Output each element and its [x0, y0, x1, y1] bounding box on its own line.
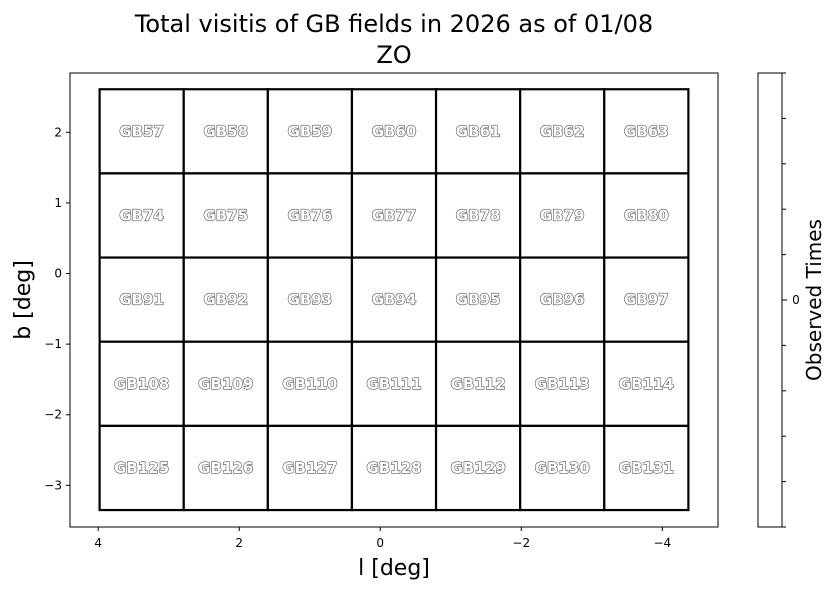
- field-label: GB79: [540, 206, 585, 224]
- x-tick-label: −4: [653, 536, 671, 550]
- field-label: GB59: [288, 122, 333, 140]
- x-axis-label: l [deg]: [358, 556, 430, 581]
- field-label: GB94: [372, 291, 417, 309]
- field-label: GB62: [540, 122, 585, 140]
- field-label: GB125: [114, 459, 169, 477]
- field-cell: [603, 340, 690, 427]
- x-tick-label: 2: [235, 536, 243, 550]
- chart-subtitle: ZO: [376, 41, 411, 69]
- field-label: GB108: [114, 375, 169, 393]
- field-label: GB97: [624, 291, 669, 309]
- field-label: GB74: [119, 206, 164, 224]
- y-tick-label: −3: [44, 478, 62, 492]
- field-label: GB129: [451, 459, 506, 477]
- field-label: GB95: [456, 291, 501, 309]
- field-cell: [98, 340, 185, 427]
- field-cell: [434, 88, 522, 175]
- field-label: GB75: [203, 206, 248, 224]
- field-label: GB57: [119, 122, 164, 140]
- field-label: GB92: [203, 291, 248, 309]
- chart-title: Total visitis of GB fields in 2026 as of…: [134, 10, 653, 38]
- y-tick-label: 2: [54, 125, 62, 139]
- field-label: GB63: [624, 122, 669, 140]
- field-label: GB111: [366, 375, 421, 393]
- field-cell: [434, 424, 522, 512]
- x-tick-label: 0: [376, 536, 384, 550]
- field-cell: [98, 88, 185, 175]
- field-label: GB130: [535, 459, 590, 477]
- field-label: GB77: [372, 206, 417, 224]
- field-label: GB113: [535, 375, 590, 393]
- field-cell: [434, 340, 522, 427]
- field-label: GB127: [282, 459, 337, 477]
- field-cell: [519, 256, 606, 343]
- field-cell: [519, 340, 606, 427]
- field-label: GB112: [451, 375, 506, 393]
- field-label: GB78: [456, 206, 501, 224]
- colorbar-label: Observed Times: [802, 219, 826, 381]
- y-tick-label: −2: [44, 408, 62, 422]
- y-tick-label: 1: [54, 196, 62, 210]
- field-cell: [350, 172, 438, 259]
- field-cell: [182, 424, 269, 512]
- field-cell: [266, 256, 354, 343]
- field-cell: [603, 88, 690, 175]
- x-tick-label: −2: [512, 536, 530, 550]
- field-label: GB76: [288, 206, 333, 224]
- y-tick-label: −1: [44, 337, 62, 351]
- field-label: GB131: [619, 459, 674, 477]
- colorbar-tick-label: 0: [792, 293, 800, 307]
- y-tick-label: 0: [54, 267, 62, 281]
- field-label: GB80: [624, 206, 669, 224]
- field-label: GB93: [288, 291, 333, 309]
- field-label: GB110: [282, 375, 337, 393]
- field-cell: [603, 424, 690, 512]
- field-label: GB128: [366, 459, 421, 477]
- field-label: GB58: [203, 122, 248, 140]
- field-cell: [519, 172, 606, 259]
- field-label: GB91: [119, 291, 164, 309]
- field-label: GB109: [198, 375, 253, 393]
- field-cell: [350, 256, 438, 343]
- cells: GB57 GB58 GB59 GB60 GB61 GB62 GB63 GB74 GB75 GB76…: [98, 88, 690, 512]
- field-label: GB96: [540, 291, 585, 309]
- field-label: GB126: [198, 459, 253, 477]
- field-cell: [603, 256, 690, 343]
- field-label: GB60: [372, 122, 417, 140]
- field-label: GB114: [619, 375, 674, 393]
- colorbar-ticks: [782, 72, 787, 528]
- y-ticks: 2 1 0 −1 −2 −3: [44, 125, 70, 492]
- colorbar: [757, 72, 783, 528]
- field-cell: [98, 256, 185, 343]
- field-label: GB61: [456, 122, 501, 140]
- field-cell: [182, 172, 269, 259]
- y-axis-label: b [deg]: [11, 260, 36, 340]
- field-cell: [182, 256, 269, 343]
- field-cell: [519, 424, 606, 512]
- field-cell: [434, 256, 522, 343]
- x-tick-label: 4: [94, 536, 102, 550]
- x-ticks: 4 2 0 −2 −4: [94, 527, 671, 550]
